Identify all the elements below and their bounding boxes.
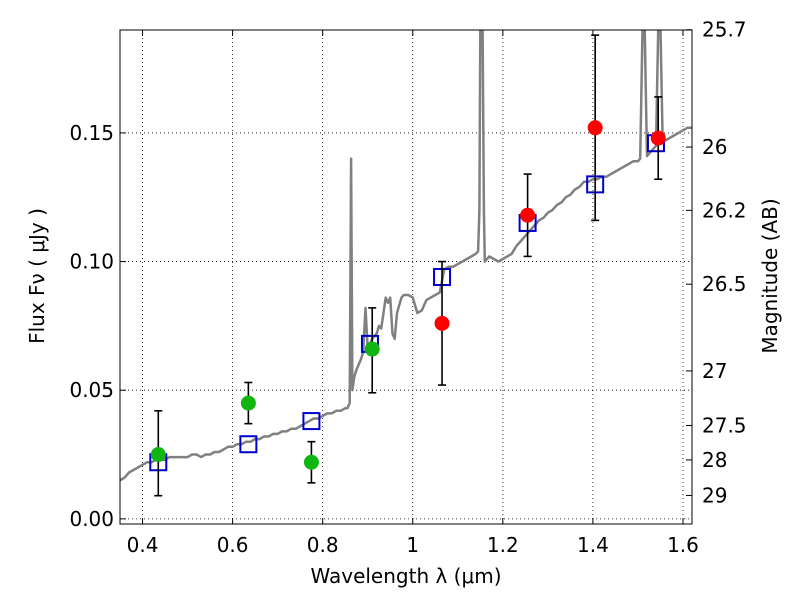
x-tick-label: 0.4	[127, 533, 159, 557]
x-tick-label: 1	[406, 533, 419, 557]
x-axis-label: Wavelength λ (μm)	[310, 564, 501, 588]
y2-tick-label: 26.5	[702, 272, 747, 296]
x-tick-label: 1.2	[487, 533, 519, 557]
y-tick-label: 0.05	[69, 378, 114, 402]
observed-circle-point	[364, 341, 380, 357]
observed-circle-point	[650, 130, 666, 146]
plot-frame	[119, 29, 693, 525]
spectrum-line	[120, 30, 692, 482]
model-square-point	[302, 412, 321, 431]
grid-lines	[120, 30, 692, 524]
observed-circle-point	[150, 447, 166, 463]
y-tick-label: 0.15	[69, 121, 114, 145]
plot-area	[120, 30, 692, 497]
y2-tick-label: 27.5	[702, 413, 747, 437]
x-tick-label: 0.6	[217, 533, 249, 557]
y-tick-label: 0.10	[69, 250, 114, 274]
observed-circle-point	[520, 207, 536, 223]
y2-tick-label: 26.2	[702, 198, 747, 222]
y-tick-label: 0.00	[69, 507, 114, 531]
y2-tick-label: 28	[702, 448, 727, 472]
y2-tick-label: 26	[702, 135, 727, 159]
x-tick-label: 1.4	[577, 533, 609, 557]
x-tick-label: 1.6	[667, 533, 699, 557]
x-tick-label: 0.8	[307, 533, 339, 557]
y2-tick-label: 27	[702, 359, 727, 383]
y2-tick-label: 29	[702, 483, 727, 507]
observed-circle-point	[587, 120, 603, 136]
y-axis-label: Flux Fν ( μJy )	[25, 208, 49, 344]
y2-tick-label: 25.7	[702, 18, 747, 42]
observed-circle-point	[303, 454, 319, 470]
axis-ticks: 0.4 0.6 0.8 1 1.2 1.4 1.6 0.00 0.05 0.10 0.15 25.7 2…	[69, 18, 746, 557]
model-square-point	[239, 435, 258, 454]
observed-circle-point	[240, 395, 256, 411]
observed-circle-point	[434, 315, 450, 331]
y2-axis-label: Magnitude (AB)	[758, 198, 782, 353]
